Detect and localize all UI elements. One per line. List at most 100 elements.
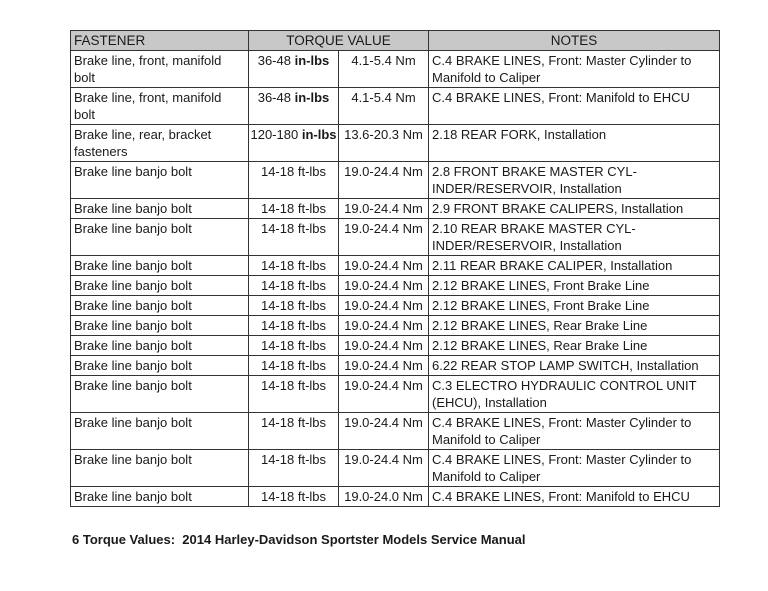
notes-cell: 2.12 BRAKE LINES, Rear Brake Line xyxy=(428,315,720,336)
nm-cell: 19.0-24.4 Nm xyxy=(338,255,429,276)
nm-cell: 4.1-5.4 Nm xyxy=(338,50,429,88)
torque-value: 14-18 xyxy=(260,378,295,393)
torque-value: 14-18 xyxy=(260,258,295,273)
torque-value: 14-18 xyxy=(260,415,295,430)
torque-unit: ft-lbs xyxy=(297,258,327,273)
torque-value: 14-18 xyxy=(260,358,295,373)
torque-cell: 14-18 ft-lbs xyxy=(248,255,339,276)
torque-value: 14-18 xyxy=(260,318,295,333)
torque-value: 14-18 xyxy=(260,164,295,179)
torque-value: 14-18 xyxy=(260,298,295,313)
torque-unit: ft-lbs xyxy=(297,452,327,467)
torque-cell: 36-48 in-lbs xyxy=(248,50,339,88)
fastener-cell: Brake line banjo bolt xyxy=(70,412,249,450)
torque-unit: in-lbs xyxy=(294,53,330,68)
torque-cell: 14-18 ft-lbs xyxy=(248,218,339,256)
notes-cell: 2.12 BRAKE LINES, Front Brake Line xyxy=(428,295,720,316)
table-row: Brake line banjo bolt 14-18 ft-lbs 19.0-24… xyxy=(70,315,720,336)
notes-cell: C.4 BRAKE LINES, Front: Master Cylinder … xyxy=(428,449,720,487)
nm-cell: 19.0-24.4 Nm xyxy=(338,275,429,296)
fastener-cell: Brake line banjo bolt xyxy=(70,295,249,316)
fastener-cell: Brake line, rear, bracket fasteners xyxy=(70,124,249,162)
table-row: Brake line, front, manifold bolt 36-48 in… xyxy=(70,50,720,88)
header-cell: TORQUE VALUE xyxy=(248,30,429,51)
nm-cell: 19.0-24.4 Nm xyxy=(338,161,429,199)
torque-unit: ft-lbs xyxy=(297,318,327,333)
fastener-cell: Brake line banjo bolt xyxy=(70,161,249,199)
notes-cell: C.4 BRAKE LINES, Front: Master Cylinder … xyxy=(428,50,720,88)
torque-unit: ft-lbs xyxy=(297,278,327,293)
nm-cell: 19.0-24.4 Nm xyxy=(338,218,429,256)
page-number: 6 xyxy=(72,532,80,547)
torque-unit: ft-lbs xyxy=(297,378,327,393)
torque-value: 36-48 xyxy=(257,53,291,68)
table-row: Brake line banjo bolt 14-18 ft-lbs 19.0-24… xyxy=(70,218,720,256)
table-row: Brake line, rear, bracket fasteners 120-1… xyxy=(70,124,720,162)
notes-cell: C.4 BRAKE LINES, Front: Manifold to EHCU xyxy=(428,486,720,507)
torque-cell: 120-180 in-lbs xyxy=(248,124,339,162)
nm-cell: 19.0-24.4 Nm xyxy=(338,315,429,336)
table-row: Brake line banjo bolt 14-18 ft-lbs 19.0-24… xyxy=(70,275,720,296)
fastener-cell: Brake line banjo bolt xyxy=(70,335,249,356)
torque-unit: ft-lbs xyxy=(297,489,327,504)
table-row: Brake line banjo bolt 14-18 ft-lbs 19.0-24… xyxy=(70,486,720,507)
torque-unit: in-lbs xyxy=(301,127,337,142)
table-row: Brake line banjo bolt 14-18 ft-lbs 19.0-24… xyxy=(70,335,720,356)
notes-cell: 2.18 REAR FORK, Installation xyxy=(428,124,720,162)
table-row: Brake line banjo bolt 14-18 ft-lbs 19.0-24… xyxy=(70,355,720,376)
nm-cell: 13.6-20.3 Nm xyxy=(338,124,429,162)
table-row: Brake line, front, manifold bolt 36-48 in… xyxy=(70,87,720,125)
footer-text: Torque Values: 2014 Harley-Davidson Spor… xyxy=(82,532,526,547)
notes-cell: 2.12 BRAKE LINES, Rear Brake Line xyxy=(428,335,720,356)
fastener-cell: Brake line banjo bolt xyxy=(70,486,249,507)
torque-unit: ft-lbs xyxy=(297,298,327,313)
fastener-cell: Brake line banjo bolt xyxy=(70,275,249,296)
torque-unit: ft-lbs xyxy=(297,221,327,236)
table-row: Brake line banjo bolt 14-18 ft-lbs 19.0-24… xyxy=(70,255,720,276)
notes-cell: C.3 ELECTRO HYDRAULIC CONTROL UNIT (EHCU… xyxy=(428,375,720,413)
torque-unit: ft-lbs xyxy=(297,358,327,373)
fastener-cell: Brake line banjo bolt xyxy=(70,449,249,487)
table-row: Brake line banjo bolt 14-18 ft-lbs 19.0-24… xyxy=(70,161,720,199)
fastener-cell: Brake line banjo bolt xyxy=(70,218,249,256)
torque-value: 14-18 xyxy=(260,338,295,353)
table-row: Brake line banjo bolt 14-18 ft-lbs 19.0-24… xyxy=(70,412,720,450)
header-cell: FASTENER xyxy=(70,30,249,51)
nm-cell: 4.1-5.4 Nm xyxy=(338,87,429,125)
torque-value: 36-48 xyxy=(257,90,291,105)
torque-cell: 14-18 ft-lbs xyxy=(248,161,339,199)
table-row: Brake line banjo bolt 14-18 ft-lbs 19.0-24… xyxy=(70,375,720,413)
torque-cell: 14-18 ft-lbs xyxy=(248,375,339,413)
notes-cell: C.4 BRAKE LINES, Front: Master Cylinder … xyxy=(428,412,720,450)
notes-cell: 6.22 REAR STOP LAMP SWITCH, Installation xyxy=(428,355,720,376)
torque-cell: 14-18 ft-lbs xyxy=(248,449,339,487)
torque-value: 14-18 xyxy=(260,221,295,236)
table-row: Brake line banjo bolt 14-18 ft-lbs 19.0-24… xyxy=(70,198,720,219)
notes-cell: 2.10 REAR BRAKE MASTER CYL-INDER/RESERVO… xyxy=(428,218,720,256)
nm-cell: 19.0-24.4 Nm xyxy=(338,335,429,356)
torque-value: 14-18 xyxy=(260,201,295,216)
torque-unit: ft-lbs xyxy=(297,338,327,353)
torque-value: 14-18 xyxy=(260,278,295,293)
table-body: Brake line, front, manifold bolt 36-48 in… xyxy=(70,50,720,507)
torque-table: FASTENER TORQUE VALUE NOTES Brake line, … xyxy=(70,30,720,507)
nm-cell: 19.0-24.4 Nm xyxy=(338,355,429,376)
torque-unit: ft-lbs xyxy=(297,415,327,430)
torque-cell: 14-18 ft-lbs xyxy=(248,198,339,219)
notes-cell: 2.9 FRONT BRAKE CALIPERS, Installation xyxy=(428,198,720,219)
nm-cell: 19.0-24.4 Nm xyxy=(338,449,429,487)
torque-value: 14-18 xyxy=(260,489,295,504)
torque-cell: 14-18 ft-lbs xyxy=(248,335,339,356)
header-row: FASTENER TORQUE VALUE NOTES xyxy=(70,30,720,51)
nm-cell: 19.0-24.0 Nm xyxy=(338,486,429,507)
fastener-cell: Brake line banjo bolt xyxy=(70,198,249,219)
torque-value: 14-18 xyxy=(260,452,295,467)
torque-cell: 14-18 ft-lbs xyxy=(248,275,339,296)
notes-cell: 2.8 FRONT BRAKE MASTER CYL-INDER/RESERVO… xyxy=(428,161,720,199)
fastener-cell: Brake line banjo bolt xyxy=(70,375,249,413)
torque-unit: ft-lbs xyxy=(297,164,327,179)
fastener-cell: Brake line banjo bolt xyxy=(70,255,249,276)
nm-cell: 19.0-24.4 Nm xyxy=(338,412,429,450)
torque-cell: 14-18 ft-lbs xyxy=(248,315,339,336)
